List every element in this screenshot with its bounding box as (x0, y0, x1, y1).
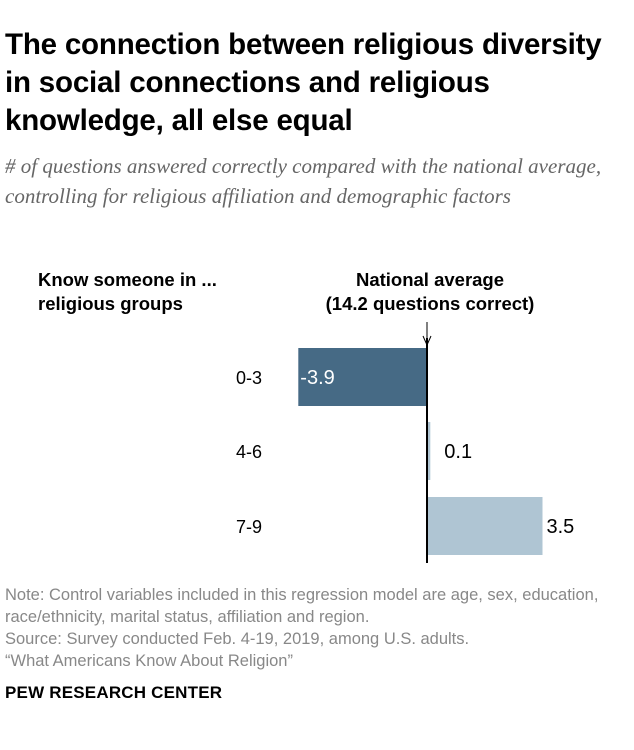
category-header-line: religious groups (38, 293, 183, 314)
baseline-header-line: National average (355, 269, 505, 290)
value-label: -3.9 (300, 367, 334, 389)
arrow-down-icon (422, 335, 432, 347)
source-text: Source: Survey conducted Feb. 4-19, 2019… (5, 630, 470, 648)
bar (427, 497, 543, 555)
baseline-header: National average (14.2 questions correct… (300, 268, 560, 316)
bar (298, 348, 427, 406)
bar (427, 422, 431, 480)
category-header: Know someone in ... religious groups (38, 268, 217, 316)
value-label: 0.1 (444, 441, 472, 463)
category-label: 7-9 (236, 517, 262, 537)
report-title: “What Americans Know About Religion” (5, 652, 293, 670)
category-label: 0-3 (236, 368, 262, 388)
baseline-header-line: (14.2 questions correct) (325, 293, 535, 314)
chart-subtitle: # of questions answered correctly compar… (5, 154, 602, 208)
notes: Note: Control variables included in this… (5, 584, 625, 672)
note-text: Note: Control variables included in this… (5, 586, 599, 626)
chart-title: The connection between religious diversi… (5, 28, 602, 137)
value-label: 3.5 (547, 516, 575, 538)
category-header-line: Know someone in ... (38, 269, 217, 290)
category-label: 4-6 (236, 442, 262, 462)
organization-name: PEW RESEARCH CENTER (5, 683, 223, 702)
